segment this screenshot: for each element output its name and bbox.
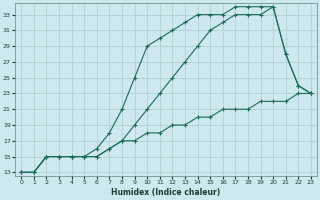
- X-axis label: Humidex (Indice chaleur): Humidex (Indice chaleur): [111, 188, 221, 197]
